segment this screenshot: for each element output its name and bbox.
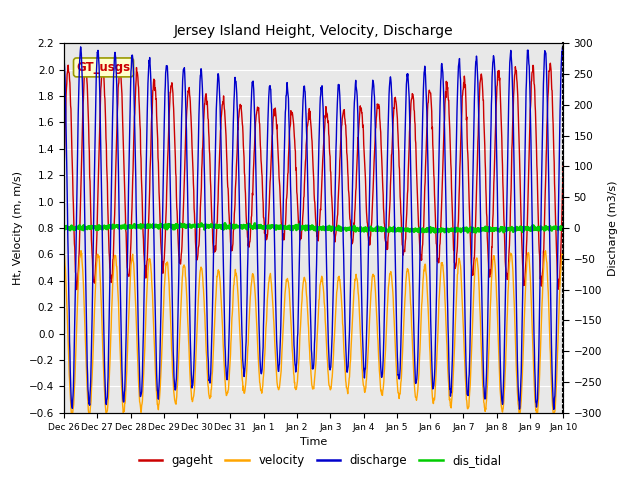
Title: Jersey Island Height, Velocity, Discharge: Jersey Island Height, Velocity, Discharg…: [174, 24, 453, 38]
Y-axis label: Discharge (m3/s): Discharge (m3/s): [607, 180, 618, 276]
X-axis label: Time: Time: [300, 437, 327, 447]
Y-axis label: Ht, Velocity (m, m/s): Ht, Velocity (m, m/s): [13, 171, 24, 285]
Text: GT_usgs: GT_usgs: [77, 61, 131, 74]
Legend: gageht, velocity, discharge, dis_tidal: gageht, velocity, discharge, dis_tidal: [134, 449, 506, 472]
